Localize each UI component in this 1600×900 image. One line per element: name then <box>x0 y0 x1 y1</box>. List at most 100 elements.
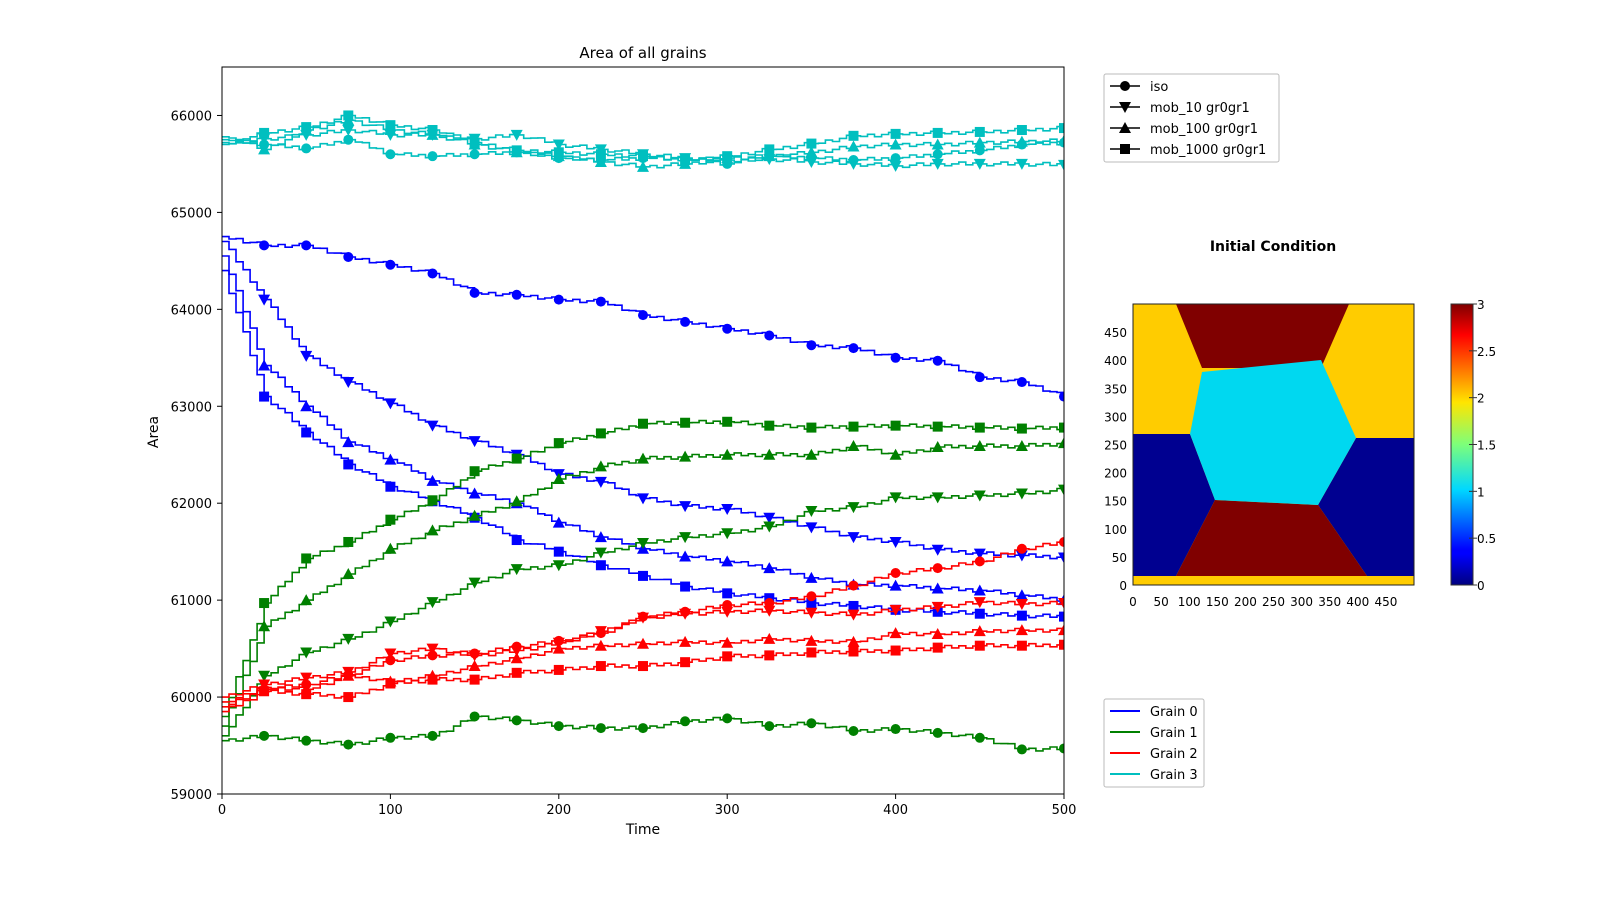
data-point <box>1059 536 1064 547</box>
data-point <box>637 537 649 549</box>
data-point <box>1059 422 1064 433</box>
data-point <box>427 125 438 136</box>
data-point <box>679 608 692 620</box>
heatmap-x-tick-label: 450 <box>1374 595 1397 609</box>
marker-legend-entry: iso <box>1110 80 1168 95</box>
color-legend-entry: Grain 1 <box>1110 726 1198 741</box>
data-point <box>637 637 649 649</box>
data-point <box>1016 543 1027 554</box>
data-point <box>301 689 312 700</box>
data-point <box>721 528 734 540</box>
colorbar-tick-label: 1.5 <box>1477 439 1496 453</box>
data-point <box>426 420 439 432</box>
legend-label: mob_1000 gr0gr1 <box>1150 143 1266 158</box>
data-point <box>594 547 607 559</box>
data-point <box>931 582 944 594</box>
data-point <box>343 692 354 703</box>
data-point <box>1058 437 1064 449</box>
data-point <box>805 571 818 583</box>
marker-legend: iso mob_10 gr0gr1 mob_100 gr0gr1 mob_1000 g… <box>1103 73 1280 163</box>
colorbar-tick-label: 2 <box>1477 392 1485 406</box>
data-point <box>931 440 944 452</box>
data-point <box>259 598 270 609</box>
marker-legend-entry: mob_1000 gr0gr1 <box>1110 143 1266 158</box>
data-point <box>1015 488 1028 500</box>
data-point <box>1015 550 1028 562</box>
heatmap-y-tick-label: 450 <box>1104 326 1127 340</box>
data-point <box>974 422 985 433</box>
legend-label: mob_100 gr0gr1 <box>1150 122 1258 137</box>
data-point <box>974 145 985 156</box>
data-point <box>806 422 817 433</box>
legend-marker <box>1119 122 1131 133</box>
y-tick-label: 61000 <box>171 594 212 609</box>
data-point <box>889 627 902 639</box>
data-point <box>594 460 607 472</box>
data-point <box>679 550 692 562</box>
heatmap-y-tick-label: 350 <box>1104 382 1127 396</box>
color-legend-box <box>1103 698 1205 788</box>
heatmap-y-tick-label: 300 <box>1104 410 1127 424</box>
y-tick-label: 60000 <box>171 691 212 706</box>
data-point <box>890 567 901 578</box>
data-point <box>637 493 649 505</box>
data-point <box>385 678 396 689</box>
heatmap-x-tick-label: 0 <box>1129 595 1137 609</box>
data-point <box>469 149 480 160</box>
data-point <box>847 532 860 544</box>
data-point <box>638 570 648 581</box>
data-point <box>1016 423 1027 434</box>
series-grain0-triangle-up <box>222 255 1064 606</box>
data-point <box>1058 484 1064 496</box>
data-point <box>637 612 649 624</box>
data-point <box>763 150 776 162</box>
data-point <box>1058 552 1064 564</box>
series-grain2-triangle-down <box>222 597 1064 698</box>
data-point <box>552 560 565 572</box>
data-point <box>301 240 312 251</box>
data-point <box>1016 377 1027 388</box>
data-point <box>384 648 397 660</box>
data-point <box>805 522 818 534</box>
data-point <box>511 715 522 726</box>
heatmap-y-tick-label: 50 <box>1112 551 1127 565</box>
data-point <box>889 492 902 504</box>
data-point <box>973 584 986 596</box>
legend-label: Grain 1 <box>1150 726 1198 741</box>
data-point <box>469 674 480 685</box>
data-point <box>259 240 270 251</box>
data-point <box>847 635 860 647</box>
data-point <box>890 724 901 735</box>
series-grain0-triangle-down <box>222 240 1064 564</box>
data-point <box>594 639 607 651</box>
data-point <box>258 359 271 371</box>
data-point <box>848 130 859 141</box>
data-point <box>931 492 944 504</box>
data-point <box>385 120 396 131</box>
legend-label: Grain 0 <box>1150 705 1198 720</box>
data-point <box>847 440 860 452</box>
data-point <box>637 452 649 464</box>
data-point <box>805 607 818 619</box>
data-point <box>511 535 522 546</box>
heatmap-y-tick-label: 100 <box>1104 523 1127 537</box>
data-point <box>638 661 648 672</box>
data-point <box>1015 599 1028 611</box>
data-point <box>806 591 817 602</box>
data-point <box>764 144 775 155</box>
data-point <box>468 650 481 662</box>
data-point <box>890 420 901 431</box>
data-point <box>469 711 480 722</box>
data-point <box>595 149 606 160</box>
data-point <box>469 137 480 148</box>
data-point <box>301 427 312 438</box>
data-point <box>931 138 944 150</box>
data-point <box>764 330 775 341</box>
y-tick-label: 63000 <box>171 400 212 415</box>
data-point <box>638 723 648 734</box>
colorbar-tick-label: 0 <box>1477 579 1485 593</box>
data-point <box>721 606 734 618</box>
heatmap-x-tick-label: 300 <box>1290 595 1313 609</box>
data-point <box>889 448 902 460</box>
x-tick-label: 400 <box>883 803 908 818</box>
